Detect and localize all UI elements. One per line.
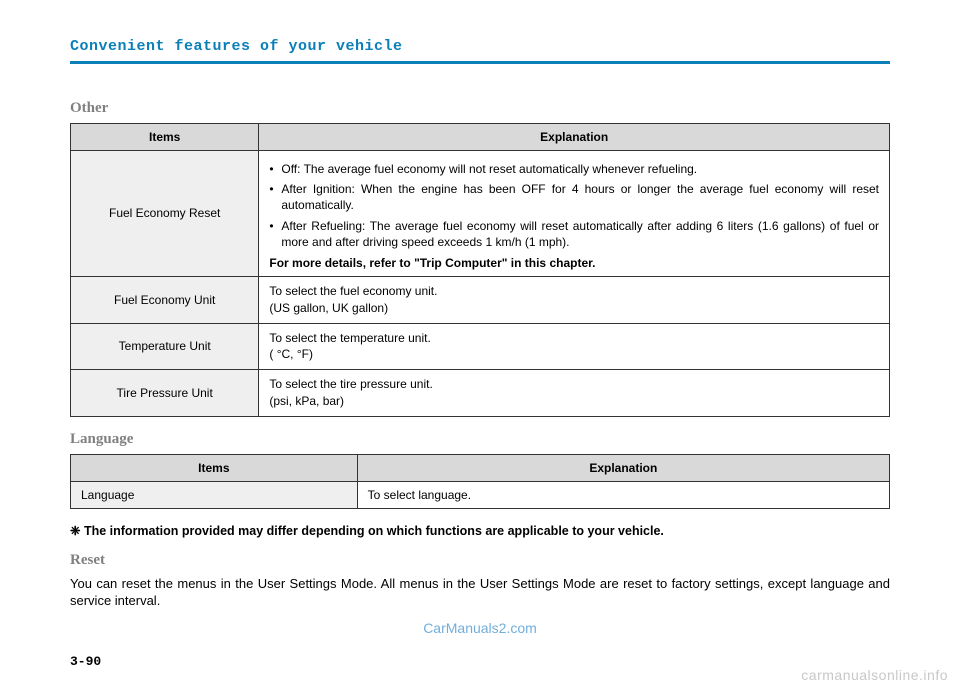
- item-cell: Language: [71, 481, 358, 508]
- col-header-items: Items: [71, 454, 358, 481]
- col-header-explanation: Explanation: [357, 454, 889, 481]
- watermark-bottom: carmanualsonline.info: [801, 667, 948, 683]
- col-header-explanation: Explanation: [259, 124, 890, 151]
- item-cell: Fuel Economy Unit: [71, 276, 259, 323]
- exp-line: (US gallon, UK gallon): [269, 300, 879, 317]
- section-title-reset: Reset: [70, 552, 890, 569]
- item-cell: Tire Pressure Unit: [71, 370, 259, 417]
- section-title-other: Other: [70, 100, 890, 117]
- table-row: Language To select language.: [71, 481, 890, 508]
- bold-reference: For more details, refer to "Trip Compute…: [269, 256, 879, 270]
- reset-body: You can reset the menus in the User Sett…: [70, 575, 890, 610]
- header-title: Convenient features of your vehicle: [70, 38, 890, 59]
- explanation-cell: To select the temperature unit. ( °C, °F…: [259, 323, 890, 370]
- page-header: Convenient features of your vehicle: [70, 38, 890, 64]
- explanation-cell: To select the tire pressure unit. (psi, …: [259, 370, 890, 417]
- bullet-item: Off: The average fuel economy will not r…: [269, 161, 879, 177]
- footnote: ❈ The information provided may differ de…: [70, 523, 890, 538]
- explanation-cell: To select the fuel economy unit. (US gal…: [259, 276, 890, 323]
- exp-line: To select the fuel economy unit.: [269, 283, 879, 300]
- header-rule: [70, 61, 890, 64]
- table-row: Fuel Economy Reset Off: The average fuel…: [71, 151, 890, 277]
- watermark-main: CarManuals2.com: [423, 620, 537, 636]
- table-row: Tire Pressure Unit To select the tire pr…: [71, 370, 890, 417]
- language-table: Items Explanation Language To select lan…: [70, 454, 890, 509]
- exp-line: To select the temperature unit.: [269, 330, 879, 347]
- table-header-row: Items Explanation: [71, 454, 890, 481]
- explanation-cell: To select language.: [357, 481, 889, 508]
- table-row: Fuel Economy Unit To select the fuel eco…: [71, 276, 890, 323]
- exp-line: (psi, kPa, bar): [269, 393, 879, 410]
- page-number: 3-90: [70, 654, 101, 669]
- note-symbol: ❈: [70, 524, 80, 538]
- section-title-language: Language: [70, 431, 890, 448]
- table-row: Temperature Unit To select the temperatu…: [71, 323, 890, 370]
- bullet-item: After Refueling: The average fuel econom…: [269, 218, 879, 250]
- col-header-items: Items: [71, 124, 259, 151]
- bullet-item: After Ignition: When the engine has been…: [269, 181, 879, 213]
- note-text: The information provided may differ depe…: [84, 524, 664, 538]
- exp-line: To select the tire pressure unit.: [269, 376, 879, 393]
- other-table: Items Explanation Fuel Economy Reset Off…: [70, 123, 890, 417]
- explanation-cell: Off: The average fuel economy will not r…: [259, 151, 890, 277]
- item-cell: Fuel Economy Reset: [71, 151, 259, 277]
- item-cell: Temperature Unit: [71, 323, 259, 370]
- exp-line: ( °C, °F): [269, 346, 879, 363]
- manual-page: Convenient features of your vehicle Othe…: [0, 0, 960, 689]
- table-header-row: Items Explanation: [71, 124, 890, 151]
